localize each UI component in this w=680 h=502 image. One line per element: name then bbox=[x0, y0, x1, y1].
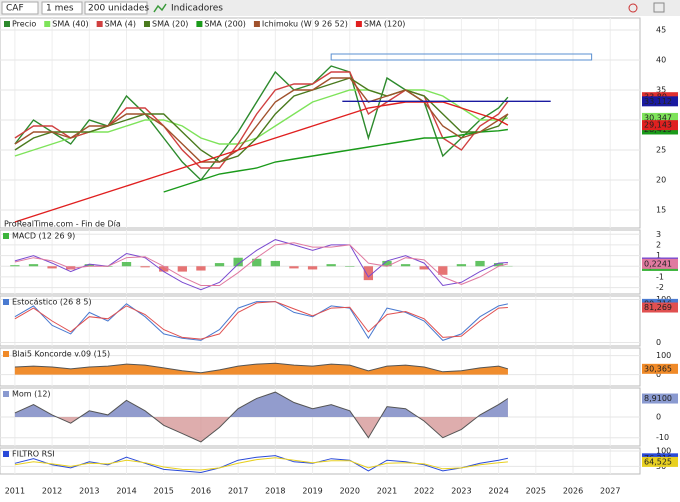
panel-title: Estocástico (26 8 5) bbox=[12, 298, 92, 307]
histogram-bar bbox=[215, 263, 224, 266]
price-tag-label: 64,525 bbox=[644, 457, 672, 466]
histogram-bar bbox=[196, 266, 205, 270]
y-tick-label: 15 bbox=[656, 206, 666, 215]
panel-title: FILTRO RSI bbox=[12, 450, 55, 459]
y-tick-label: 20 bbox=[656, 176, 666, 185]
legend-swatch bbox=[144, 21, 150, 27]
x-tick-label: 2018 bbox=[265, 487, 285, 496]
y-tick-label: 0 bbox=[656, 413, 661, 422]
legend-swatch bbox=[44, 21, 50, 27]
panel-icon bbox=[3, 351, 9, 357]
legend-label: Ichimoku (W 9 26 52) bbox=[262, 20, 348, 29]
histogram-bar bbox=[271, 261, 280, 266]
x-tick-label: 2025 bbox=[526, 487, 546, 496]
histogram-bar bbox=[122, 262, 131, 266]
histogram-bar bbox=[345, 266, 354, 267]
x-tick-label: 2014 bbox=[116, 487, 136, 496]
x-tick-label: 2021 bbox=[377, 487, 397, 496]
x-tick-label: 2020 bbox=[340, 487, 360, 496]
symbol[interactable]: CAF bbox=[6, 4, 24, 14]
x-tick-label: 2011 bbox=[5, 487, 25, 496]
y-tick-label: 3 bbox=[656, 230, 661, 239]
x-tick-label: 2024 bbox=[488, 487, 508, 496]
legend-label: Precio bbox=[12, 20, 36, 29]
histogram-bar bbox=[364, 266, 373, 280]
histogram-bar bbox=[475, 261, 484, 266]
legend-label: SMA (4) bbox=[105, 20, 136, 29]
legend-swatch bbox=[356, 21, 362, 27]
histogram-bar bbox=[10, 265, 19, 266]
x-tick-label: 2026 bbox=[563, 487, 583, 496]
price-tag-label: 81,269 bbox=[644, 303, 672, 312]
histogram-bar bbox=[289, 266, 298, 268]
x-tick-label: 2027 bbox=[600, 487, 620, 496]
x-tick-label: 2022 bbox=[414, 487, 434, 496]
y-tick-label: 100 bbox=[656, 351, 671, 360]
price-tag-label: 29,143 bbox=[644, 121, 672, 130]
panel-title: Mom (12) bbox=[12, 390, 51, 399]
x-tick-label: 2013 bbox=[79, 487, 99, 496]
x-tick-label: 2015 bbox=[154, 487, 174, 496]
period[interactable]: 1 mes bbox=[46, 4, 74, 14]
y-tick-label: -2 bbox=[656, 283, 664, 292]
legend-swatch bbox=[254, 21, 260, 27]
legend-label: SMA (20) bbox=[152, 20, 188, 29]
legend-label: SMA (200) bbox=[204, 20, 246, 29]
x-tick-label: 2016 bbox=[191, 487, 211, 496]
y-tick-label: -1 bbox=[656, 272, 664, 281]
legend-swatch bbox=[4, 21, 10, 27]
x-tick-label: 2019 bbox=[302, 487, 322, 496]
price-tag-label: 33,112 bbox=[644, 97, 672, 106]
legend-label: SMA (120) bbox=[364, 20, 406, 29]
histogram-bar bbox=[140, 266, 149, 267]
x-tick-label: 2017 bbox=[228, 487, 248, 496]
histogram-bar bbox=[457, 264, 466, 266]
histogram-bar bbox=[29, 264, 38, 266]
price-tag-label: 0,2241 bbox=[644, 259, 672, 268]
units[interactable]: 200 unidades bbox=[88, 4, 149, 14]
histogram-bar bbox=[178, 266, 187, 271]
y-tick-label: 25 bbox=[656, 146, 666, 155]
y-tick-label: 2 bbox=[656, 240, 661, 249]
histogram-bar bbox=[308, 266, 317, 269]
watermark: ProRealTime.com - Fin de Día bbox=[4, 220, 121, 229]
panel-frame bbox=[0, 296, 640, 346]
panel-icon bbox=[3, 391, 9, 397]
price-tag-label: 8,9100 bbox=[644, 394, 672, 403]
x-tick-label: 2023 bbox=[451, 487, 471, 496]
histogram-bar bbox=[47, 266, 56, 268]
price-tag-label: 30,365 bbox=[644, 364, 672, 373]
y-tick-label: 45 bbox=[656, 26, 666, 35]
panel-title: MACD (12 26 9) bbox=[12, 232, 75, 241]
legend-label: SMA (40) bbox=[52, 20, 88, 29]
indicators[interactable]: Indicadores bbox=[171, 4, 223, 14]
y-tick-label: 0 bbox=[656, 338, 661, 347]
y-tick-label: -10 bbox=[656, 433, 669, 442]
panel-frame bbox=[0, 230, 640, 294]
legend-swatch bbox=[196, 21, 202, 27]
histogram-bar bbox=[401, 264, 410, 266]
y-tick-label: 40 bbox=[656, 56, 666, 65]
histogram-bar bbox=[327, 264, 336, 266]
panel-icon bbox=[3, 299, 9, 305]
panel-icon bbox=[3, 233, 9, 239]
legend-swatch bbox=[97, 21, 103, 27]
panel-title: Blai5 Koncorde v.09 (15) bbox=[12, 350, 110, 359]
x-tick-label: 2012 bbox=[42, 487, 62, 496]
panel-icon bbox=[3, 451, 9, 457]
